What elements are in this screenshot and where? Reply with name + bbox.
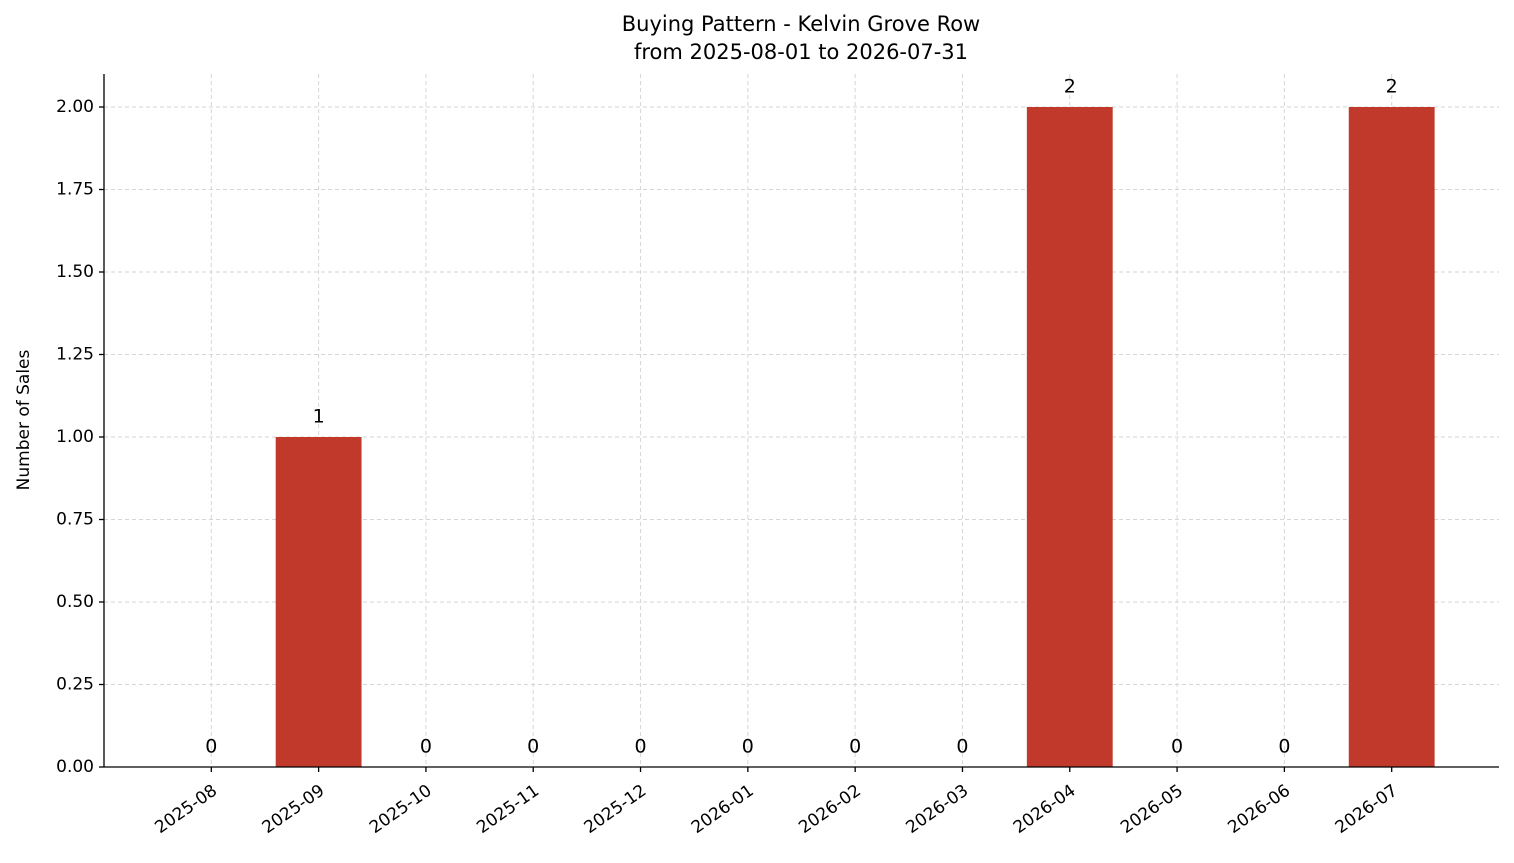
- x-tick-label: 2026-04: [1010, 781, 1080, 838]
- y-tick-label: 1.00: [56, 427, 94, 447]
- x-tick-label: 2026-05: [1117, 781, 1187, 838]
- x-tick-label: 2025-09: [259, 781, 329, 838]
- bar: [1348, 107, 1435, 767]
- x-tick-label: 2025-11: [473, 781, 543, 838]
- y-tick-label: 0.50: [56, 592, 94, 612]
- bar: [275, 437, 362, 767]
- data-label: 0: [420, 736, 432, 758]
- x-tick-label: 2026-07: [1332, 781, 1402, 838]
- x-tick-label: 2026-01: [688, 781, 758, 838]
- x-tick-label: 2025-08: [151, 781, 221, 838]
- data-label: 2: [1386, 76, 1398, 98]
- data-label: 0: [1278, 736, 1290, 758]
- y-tick-label: 0.75: [56, 510, 94, 530]
- data-label: 0: [1171, 736, 1183, 758]
- y-tick-label: 1.25: [56, 345, 94, 365]
- data-label: 1: [313, 406, 325, 428]
- data-label: 0: [205, 736, 217, 758]
- data-label: 0: [634, 736, 646, 758]
- data-label: 0: [527, 736, 539, 758]
- data-label: 0: [849, 736, 861, 758]
- chart-subtitle: from 2025-08-01 to 2026-07-31: [634, 40, 968, 64]
- y-tick-label: 0.00: [56, 757, 94, 777]
- y-tick-label: 0.25: [56, 675, 94, 695]
- x-tick-label: 2025-10: [366, 781, 436, 838]
- y-tick-label: 1.75: [56, 180, 94, 200]
- x-tick-label: 2026-02: [795, 781, 865, 838]
- data-label: 0: [956, 736, 968, 758]
- y-tick-label: 1.50: [56, 262, 94, 282]
- y-axis-label: Number of Sales: [14, 349, 34, 490]
- x-tick-label: 2025-12: [581, 781, 651, 838]
- chart-title: Buying Pattern - Kelvin Grove Row: [622, 12, 981, 36]
- bar: [1026, 107, 1113, 767]
- data-label: 2: [1064, 76, 1076, 98]
- x-tick-label: 2026-06: [1224, 781, 1294, 838]
- x-tick-label: 2026-03: [903, 781, 973, 838]
- data-label: 0: [742, 736, 754, 758]
- y-tick-label: 2.00: [56, 97, 94, 117]
